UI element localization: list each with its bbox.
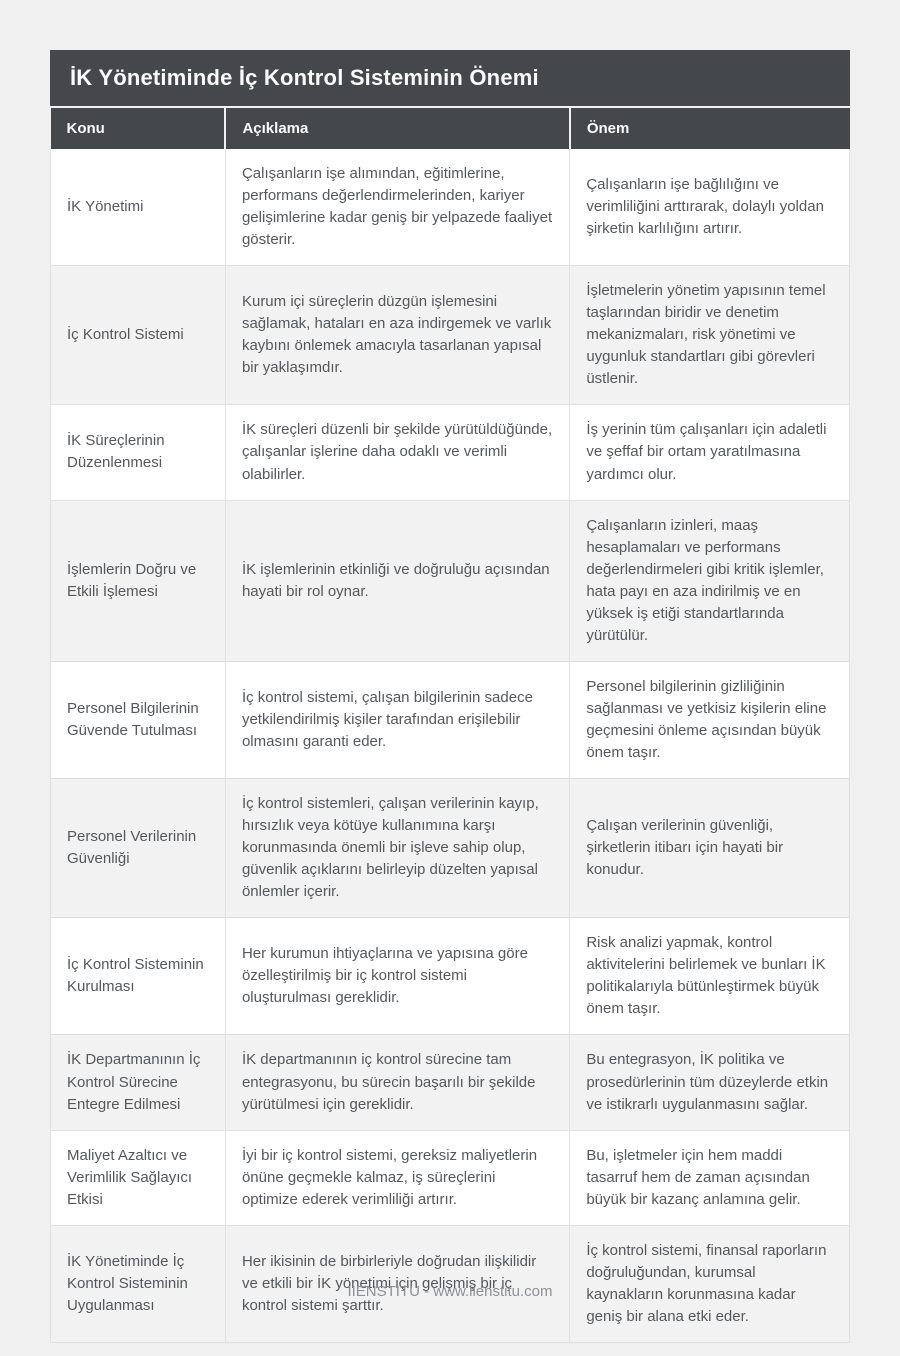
cell-konu: İşlemlerin Doğru ve Etkili İşlemesi (50, 500, 226, 662)
cell-onem: Bu entegrasyon, İK politika ve prosedürl… (569, 1034, 850, 1131)
table-row: İç Kontrol Sisteminin Kurulması Her kuru… (50, 917, 850, 1036)
cell-konu: İK Yönetiminde İç Kontrol Sisteminin Uyg… (50, 1225, 226, 1343)
cell-konu: Personel Bilgilerinin Güvende Tutulması (50, 661, 226, 780)
cell-onem: Çalışanların izinleri, maaş hesaplamalar… (569, 500, 850, 662)
cell-onem: Çalışanların işe bağlılığını ve verimlil… (569, 149, 850, 267)
footer-credit: IIENSTITU - www.iienstitu.com (347, 1283, 553, 1300)
cell-konu: Maliyet Azaltıcı ve Verimlilik Sağlayıcı… (50, 1130, 226, 1226)
table-row: İç Kontrol Sistemi Kurum içi süreçlerin … (50, 265, 850, 406)
table-row: Personel Bilgilerinin Güvende Tutulması … (50, 661, 850, 780)
cell-onem: Risk analizi yapmak, kontrol aktiviteler… (569, 917, 850, 1036)
cell-aciklama: Kurum içi süreçlerin düzgün işlemesini s… (224, 265, 571, 406)
table-row: İşlemlerin Doğru ve Etkili İşlemesi İK i… (50, 500, 850, 662)
cell-aciklama: İç kontrol sistemi, çalışan bilgilerinin… (224, 661, 571, 780)
cell-onem: İş yerinin tüm çalışanları için adaletli… (569, 404, 850, 501)
cell-konu: İç Kontrol Sistemi (50, 265, 226, 406)
table-card: İK Yönetiminde İç Kontrol Sisteminin Öne… (50, 50, 850, 1343)
cell-konu: Personel Verilerinin Güvenliği (50, 778, 226, 919)
cell-onem: İşletmelerin yönetim yapısının temel taş… (569, 265, 850, 406)
table-row: İK Süreçlerinin Düzenlenmesi İK süreçler… (50, 404, 850, 501)
cell-aciklama: İK departmanının iç kontrol sürecine tam… (224, 1034, 571, 1131)
column-header-onem: Önem (569, 108, 850, 149)
cell-konu: İK Departmanının İç Kontrol Sürecine Ent… (50, 1034, 226, 1131)
cell-konu: İç Kontrol Sisteminin Kurulması (50, 917, 226, 1036)
table-row: Personel Verilerinin Güvenliği İç kontro… (50, 778, 850, 919)
page-title: İK Yönetiminde İç Kontrol Sisteminin Öne… (50, 50, 850, 108)
table-row: İK Yönetimi Çalışanların işe alımından, … (50, 149, 850, 267)
column-header-aciklama: Açıklama (225, 108, 571, 149)
cell-onem: Çalışan verilerinin güvenliği, şirketler… (569, 778, 850, 919)
cell-aciklama: İyi bir iç kontrol sistemi, gereksiz mal… (224, 1130, 571, 1226)
cell-onem: Bu, işletmeler için hem maddi tasarruf h… (569, 1130, 850, 1226)
cell-aciklama: İK süreçleri düzenli bir şekilde yürütül… (224, 404, 571, 501)
cell-aciklama: Her kurumun ihtiyaçlarına ve yapısına gö… (224, 917, 571, 1036)
info-table: Konu Açıklama Önem İK Yönetimi Çalışanla… (50, 108, 850, 1343)
cell-konu: İK Yönetimi (50, 149, 226, 267)
cell-konu: İK Süreçlerinin Düzenlenmesi (50, 404, 226, 501)
table-row: Maliyet Azaltıcı ve Verimlilik Sağlayıcı… (50, 1130, 850, 1226)
table-body: İK Yönetimi Çalışanların işe alımından, … (50, 149, 850, 1343)
cell-onem: İç kontrol sistemi, finansal raporların … (569, 1225, 850, 1343)
cell-aciklama: İK işlemlerinin etkinliği ve doğruluğu a… (224, 500, 571, 662)
table-header: Konu Açıklama Önem (50, 108, 850, 149)
cell-aciklama: Her ikisinin de birbirleriyle doğrudan i… (224, 1225, 571, 1343)
cell-aciklama: İç kontrol sistemleri, çalışan verilerin… (224, 778, 571, 919)
table-row: İK Departmanının İç Kontrol Sürecine Ent… (50, 1034, 850, 1131)
cell-onem: Personel bilgilerinin gizliliğinin sağla… (569, 661, 850, 780)
column-header-konu: Konu (50, 108, 227, 149)
cell-aciklama: Çalışanların işe alımından, eğitimlerine… (224, 149, 571, 267)
table-row: İK Yönetiminde İç Kontrol Sisteminin Uyg… (50, 1225, 850, 1343)
